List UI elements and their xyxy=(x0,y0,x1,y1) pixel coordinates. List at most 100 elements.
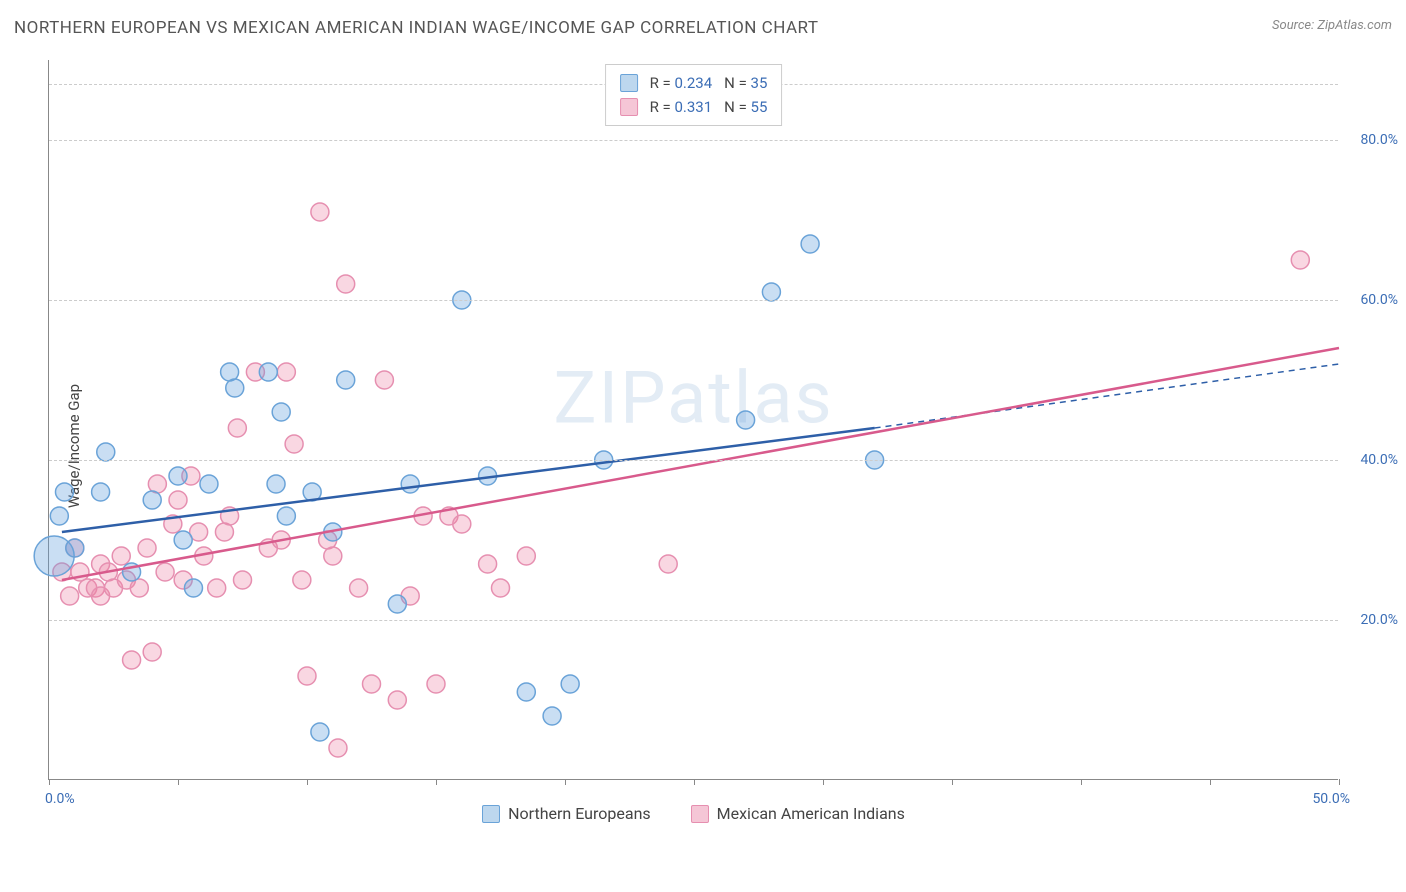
scatter-point-northern_europeans xyxy=(143,491,161,509)
scatter-point-mexican_american_indians xyxy=(169,491,187,509)
scatter-point-mexican_american_indians xyxy=(337,275,355,293)
legend-label-series-2: Mexican American Indians xyxy=(717,804,905,823)
y-tick-label: 40.0% xyxy=(1360,452,1398,468)
n-label: N = 35 xyxy=(724,71,767,95)
scatter-point-northern_europeans xyxy=(272,403,290,421)
scatter-point-mexican_american_indians xyxy=(277,363,295,381)
scatter-point-mexican_american_indians xyxy=(324,547,342,565)
grid-line xyxy=(49,460,1338,461)
scatter-point-northern_europeans xyxy=(311,723,329,741)
swatch-series-1 xyxy=(620,74,638,92)
y-tick-label: 80.0% xyxy=(1360,132,1398,148)
plot-area: ZIPatlas R = 0.234 N = 35 R = 0.331 N = … xyxy=(48,60,1338,780)
scatter-point-northern_europeans xyxy=(517,683,535,701)
r-label: R = 0.234 xyxy=(650,71,713,95)
grid-line xyxy=(49,620,1338,621)
legend-row-series-1: R = 0.234 N = 35 xyxy=(620,71,768,95)
grid-line xyxy=(49,300,1338,301)
scatter-point-mexican_american_indians xyxy=(123,651,141,669)
scatter-point-northern_europeans xyxy=(226,379,244,397)
scatter-point-northern_europeans xyxy=(174,531,192,549)
y-tick-label: 20.0% xyxy=(1360,612,1398,628)
scatter-point-northern_europeans xyxy=(200,475,218,493)
scatter-point-northern_europeans xyxy=(561,675,579,693)
scatter-point-mexican_american_indians xyxy=(148,475,166,493)
scatter-point-northern_europeans xyxy=(92,483,110,501)
scatter-point-northern_europeans xyxy=(737,411,755,429)
x-tick xyxy=(694,779,695,785)
scatter-plot-svg xyxy=(49,60,1338,779)
legend-row-series-2: R = 0.331 N = 55 xyxy=(620,95,768,119)
scatter-point-mexican_american_indians xyxy=(479,555,497,573)
x-tick xyxy=(1081,779,1082,785)
scatter-point-northern_europeans xyxy=(267,475,285,493)
x-tick xyxy=(823,779,824,785)
chart-source: Source: ZipAtlas.com xyxy=(1272,18,1392,33)
scatter-point-mexican_american_indians xyxy=(61,587,79,605)
scatter-point-mexican_american_indians xyxy=(228,419,246,437)
scatter-point-northern_europeans xyxy=(801,235,819,253)
n-label: N = 55 xyxy=(724,95,767,119)
scatter-point-northern_europeans xyxy=(337,371,355,389)
swatch-series-2 xyxy=(620,98,638,116)
grid-line xyxy=(49,140,1338,141)
scatter-point-mexican_american_indians xyxy=(659,555,677,573)
scatter-point-mexican_american_indians xyxy=(363,675,381,693)
scatter-point-mexican_american_indians xyxy=(138,539,156,557)
scatter-point-northern_europeans xyxy=(221,363,239,381)
scatter-point-mexican_american_indians xyxy=(285,435,303,453)
scatter-point-northern_europeans xyxy=(97,443,115,461)
scatter-point-mexican_american_indians xyxy=(143,643,161,661)
scatter-point-mexican_american_indians xyxy=(156,563,174,581)
swatch-series-2 xyxy=(691,805,709,823)
x-tick xyxy=(49,779,50,785)
scatter-point-northern_europeans xyxy=(762,283,780,301)
scatter-point-mexican_american_indians xyxy=(350,579,368,597)
scatter-point-mexican_american_indians xyxy=(329,739,347,757)
scatter-point-mexican_american_indians xyxy=(215,523,233,541)
legend-correlation-box: R = 0.234 N = 35 R = 0.331 N = 55 xyxy=(605,64,783,126)
scatter-point-mexican_american_indians xyxy=(234,571,252,589)
scatter-point-mexican_american_indians xyxy=(492,579,510,597)
legend-item-series-1: Northern Europeans xyxy=(482,804,651,823)
legend-bottom: Northern Europeans Mexican American Indi… xyxy=(49,804,1338,823)
scatter-point-mexican_american_indians xyxy=(517,547,535,565)
x-tick xyxy=(436,779,437,785)
scatter-point-northern_europeans xyxy=(259,363,277,381)
scatter-point-mexican_american_indians xyxy=(112,547,130,565)
x-tick xyxy=(1210,779,1211,785)
x-tick xyxy=(952,779,953,785)
x-tick xyxy=(178,779,179,785)
scatter-point-mexican_american_indians xyxy=(427,675,445,693)
x-tick xyxy=(1339,779,1340,785)
chart-container: ZIPatlas R = 0.234 N = 35 R = 0.331 N = … xyxy=(48,60,1392,820)
scatter-point-mexican_american_indians xyxy=(375,371,393,389)
legend-item-series-2: Mexican American Indians xyxy=(691,804,905,823)
scatter-point-northern_europeans xyxy=(388,595,406,613)
scatter-point-northern_europeans xyxy=(169,467,187,485)
x-tick xyxy=(307,779,308,785)
scatter-point-mexican_american_indians xyxy=(130,579,148,597)
swatch-series-1 xyxy=(482,805,500,823)
trend-line-extrap-northern_europeans xyxy=(875,364,1339,428)
scatter-point-mexican_american_indians xyxy=(311,203,329,221)
y-tick-label: 60.0% xyxy=(1360,292,1398,308)
scatter-point-northern_europeans xyxy=(66,539,84,557)
trend-line-mexican_american_indians xyxy=(62,348,1339,580)
scatter-point-mexican_american_indians xyxy=(1291,251,1309,269)
r-label: R = 0.331 xyxy=(650,95,713,119)
scatter-point-mexican_american_indians xyxy=(453,515,471,533)
scatter-point-northern_europeans xyxy=(543,707,561,725)
scatter-point-northern_europeans xyxy=(401,475,419,493)
scatter-point-mexican_american_indians xyxy=(388,691,406,709)
legend-label-series-1: Northern Europeans xyxy=(508,804,651,823)
scatter-point-northern_europeans xyxy=(50,507,68,525)
x-tick xyxy=(565,779,566,785)
scatter-point-mexican_american_indians xyxy=(208,579,226,597)
scatter-point-mexican_american_indians xyxy=(293,571,311,589)
chart-title: NORTHERN EUROPEAN VS MEXICAN AMERICAN IN… xyxy=(14,18,819,38)
chart-header: NORTHERN EUROPEAN VS MEXICAN AMERICAN IN… xyxy=(14,18,1392,38)
scatter-point-northern_europeans xyxy=(277,507,295,525)
scatter-point-mexican_american_indians xyxy=(298,667,316,685)
scatter-point-northern_europeans xyxy=(55,483,73,501)
